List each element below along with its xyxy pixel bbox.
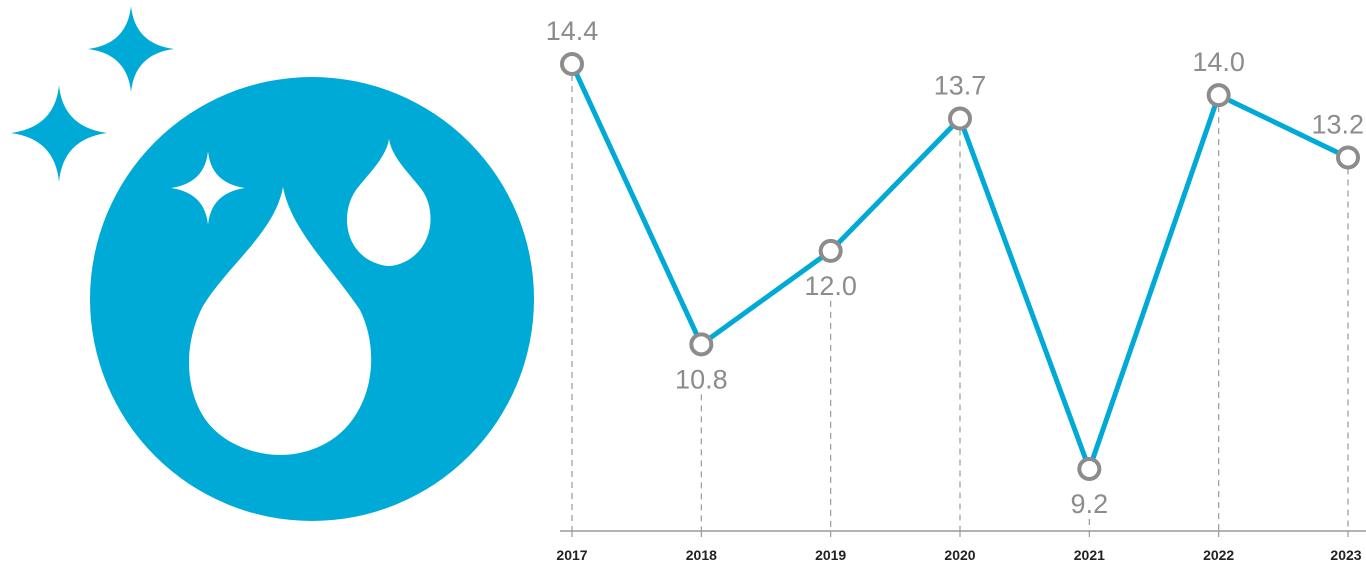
line-chart: 14.4 10.8 12.0 13.7 9.2 14.0 13.2 2017 2018 2019… xyxy=(546,16,1366,563)
x-tick-label: 2017 xyxy=(556,547,587,563)
data-label: 9.2 xyxy=(1071,489,1109,519)
data-point-2022 xyxy=(1206,83,1231,108)
data-labels: 14.4 10.8 12.0 13.7 9.2 14.0 13.2 xyxy=(546,16,1364,519)
data-point-2018 xyxy=(689,332,714,357)
data-point-2023 xyxy=(1336,145,1360,170)
data-point-2020 xyxy=(948,106,972,131)
water-drops-sparkle-icon xyxy=(11,6,534,521)
data-label: 12.0 xyxy=(804,271,857,301)
data-label: 14.4 xyxy=(546,16,599,46)
data-points xyxy=(560,52,1360,481)
data-label: 14.0 xyxy=(1192,47,1245,77)
data-label: 13.7 xyxy=(934,71,987,101)
x-tick-label: 2022 xyxy=(1203,547,1234,563)
x-tick-label: 2019 xyxy=(815,547,846,563)
data-label: 13.2 xyxy=(1311,109,1364,139)
x-tick-label: 2021 xyxy=(1074,547,1105,563)
x-tick-label: 2018 xyxy=(686,547,717,563)
data-point-2017 xyxy=(560,52,584,76)
sparkle-top-icon xyxy=(88,6,174,92)
x-tick-labels: 2017 2018 2019 2020 2021 2022 2023 xyxy=(556,547,1361,563)
vertical-guides xyxy=(571,64,1349,537)
sparkle-inner-icon xyxy=(171,151,245,225)
x-tick-label: 2023 xyxy=(1330,547,1361,563)
water-drop-large-icon xyxy=(189,187,372,455)
data-point-2021 xyxy=(1077,457,1102,481)
sparkle-large-icon xyxy=(11,85,107,182)
water-drop-small-icon xyxy=(346,139,431,266)
x-tick-label: 2020 xyxy=(944,547,975,563)
data-label: 10.8 xyxy=(675,364,728,394)
data-point-2019 xyxy=(818,238,843,263)
